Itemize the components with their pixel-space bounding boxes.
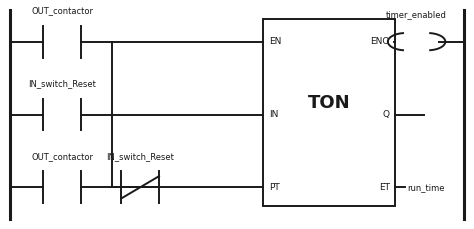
Text: Q: Q <box>383 110 390 119</box>
Text: TON: TON <box>308 94 350 112</box>
Text: OUT_contactor: OUT_contactor <box>31 152 93 161</box>
Text: OUT_contactor: OUT_contactor <box>31 6 93 16</box>
Text: EN: EN <box>269 37 281 46</box>
Text: IN_switch_Reset: IN_switch_Reset <box>28 79 96 88</box>
Bar <box>263 19 395 206</box>
Text: ENO: ENO <box>370 37 390 46</box>
Text: IN: IN <box>269 110 278 119</box>
Text: run_time: run_time <box>407 183 445 192</box>
Text: ET: ET <box>379 183 390 192</box>
Text: IN_switch_Reset: IN_switch_Reset <box>106 152 174 161</box>
Text: PT: PT <box>269 183 279 192</box>
Text: timer_enabled: timer_enabled <box>386 10 447 19</box>
